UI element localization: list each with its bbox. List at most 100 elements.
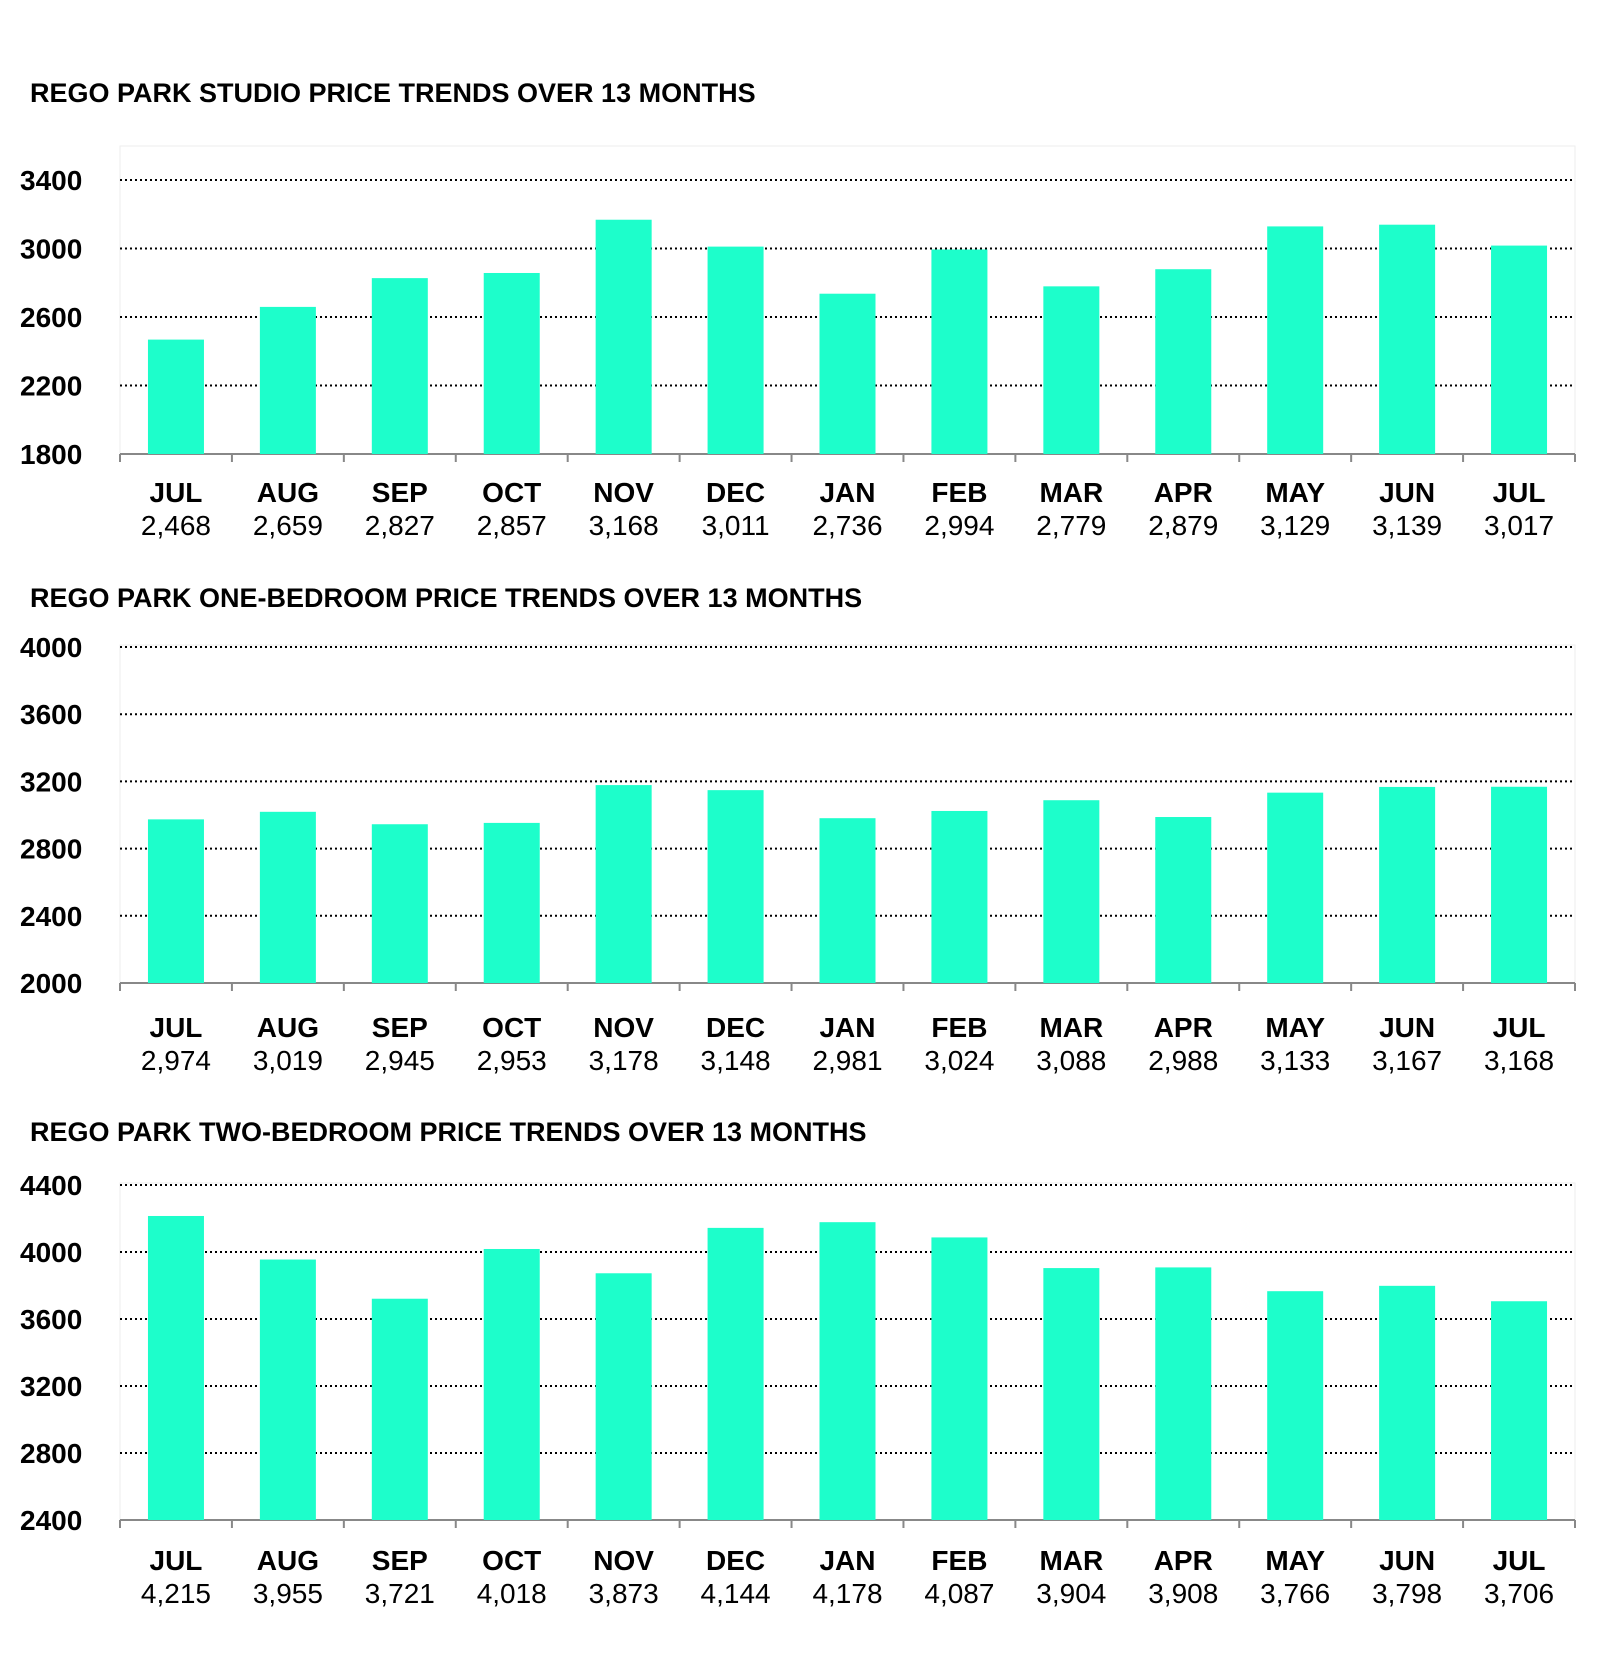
bar <box>483 822 540 983</box>
x-category-label: AUG <box>257 1012 319 1043</box>
y-tick-label: 3600 <box>20 699 82 730</box>
bar <box>483 272 540 454</box>
chart-2: REGO PARK ONE-BEDROOM PRICE TRENDS OVER … <box>20 583 1576 1076</box>
x-category-label: DEC <box>706 1545 765 1576</box>
value-label: 3,706 <box>1484 1578 1554 1609</box>
x-category-label: AUG <box>257 1545 319 1576</box>
value-label: 3,955 <box>253 1578 323 1609</box>
bar <box>1043 286 1100 454</box>
x-category-label: APR <box>1154 1545 1213 1576</box>
x-category-label: FEB <box>931 1012 987 1043</box>
x-category-label: SEP <box>372 1545 428 1576</box>
x-category-label: JUL <box>1493 477 1546 508</box>
value-label: 3,168 <box>589 510 659 541</box>
value-label: 3,167 <box>1372 1045 1442 1076</box>
bar <box>595 1273 652 1520</box>
x-category-label: FEB <box>931 1545 987 1576</box>
bar <box>259 1259 316 1520</box>
bar <box>595 219 652 454</box>
x-category-label: JUN <box>1379 477 1435 508</box>
x-category-label: OCT <box>482 477 541 508</box>
value-label: 2,953 <box>477 1045 547 1076</box>
bar <box>483 1248 540 1520</box>
value-label: 2,659 <box>253 510 323 541</box>
x-category-label: JAN <box>819 1012 875 1043</box>
y-tick-label: 1800 <box>20 439 82 470</box>
value-label: 3,908 <box>1148 1578 1218 1609</box>
y-tick-label: 3000 <box>20 234 82 265</box>
x-category-label: APR <box>1154 1012 1213 1043</box>
x-category-label: MAY <box>1265 1012 1325 1043</box>
bar <box>819 1222 876 1520</box>
y-tick-label: 3200 <box>20 1371 82 1402</box>
x-category-label: JAN <box>819 477 875 508</box>
value-label: 3,133 <box>1260 1045 1330 1076</box>
y-tick-label: 4000 <box>20 632 82 663</box>
value-label: 2,981 <box>812 1045 882 1076</box>
value-label: 3,178 <box>589 1045 659 1076</box>
x-category-label: JUL <box>1493 1545 1546 1576</box>
value-label: 3,024 <box>924 1045 994 1076</box>
bar <box>1491 245 1548 454</box>
value-label: 3,798 <box>1372 1578 1442 1609</box>
y-tick-label: 2800 <box>20 1438 82 1469</box>
bar <box>1155 269 1212 454</box>
chart-3: REGO PARK TWO-BEDROOM PRICE TRENDS OVER … <box>20 1117 1576 1609</box>
value-label: 2,468 <box>141 510 211 541</box>
value-label: 3,766 <box>1260 1578 1330 1609</box>
bar <box>371 278 428 454</box>
value-label: 2,857 <box>477 510 547 541</box>
value-label: 4,215 <box>141 1578 211 1609</box>
y-tick-label: 4000 <box>20 1237 82 1268</box>
bar <box>1379 224 1436 454</box>
value-label: 2,779 <box>1036 510 1106 541</box>
x-category-label: NOV <box>593 1012 654 1043</box>
chart-1: REGO PARK STUDIO PRICE TRENDS OVER 13 MO… <box>20 78 1576 541</box>
value-label: 4,018 <box>477 1578 547 1609</box>
y-tick-label: 2400 <box>20 1505 82 1536</box>
bar <box>1491 786 1548 983</box>
x-category-label: JUL <box>150 477 203 508</box>
bar <box>1379 1285 1436 1520</box>
y-tick-label: 2800 <box>20 834 82 865</box>
value-label: 4,087 <box>924 1578 994 1609</box>
value-label: 3,721 <box>365 1578 435 1609</box>
chart-title: REGO PARK ONE-BEDROOM PRICE TRENDS OVER … <box>30 583 862 613</box>
value-label: 3,017 <box>1484 510 1554 541</box>
y-tick-label: 2000 <box>20 968 82 999</box>
x-category-label: JUL <box>150 1545 203 1576</box>
value-label: 3,129 <box>1260 510 1330 541</box>
value-label: 3,904 <box>1036 1578 1106 1609</box>
value-label: 3,873 <box>589 1578 659 1609</box>
x-category-label: NOV <box>593 1545 654 1576</box>
value-label: 2,736 <box>812 510 882 541</box>
y-tick-label: 2400 <box>20 901 82 932</box>
y-tick-label: 4400 <box>20 1170 82 1201</box>
x-category-label: AUG <box>257 477 319 508</box>
bar <box>1155 1267 1212 1520</box>
value-label: 3,139 <box>1372 510 1442 541</box>
bar <box>147 339 204 454</box>
bar <box>707 790 764 983</box>
bar <box>819 818 876 983</box>
x-category-label: JUL <box>150 1012 203 1043</box>
x-category-label: MAR <box>1039 1012 1103 1043</box>
chart-title: REGO PARK TWO-BEDROOM PRICE TRENDS OVER … <box>30 1117 867 1147</box>
x-category-label: MAR <box>1039 1545 1103 1576</box>
bar <box>259 306 316 454</box>
value-label: 3,088 <box>1036 1045 1106 1076</box>
value-label: 2,945 <box>365 1045 435 1076</box>
bar <box>931 810 988 983</box>
x-category-label: OCT <box>482 1545 541 1576</box>
bar <box>147 1215 204 1520</box>
value-label: 3,148 <box>701 1045 771 1076</box>
bar <box>931 249 988 454</box>
value-label: 2,974 <box>141 1045 211 1076</box>
x-category-label: SEP <box>372 477 428 508</box>
bar <box>707 246 764 454</box>
bar <box>595 785 652 983</box>
y-tick-label: 3200 <box>20 766 82 797</box>
value-label: 3,011 <box>702 510 770 541</box>
y-tick-label: 3400 <box>20 165 82 196</box>
